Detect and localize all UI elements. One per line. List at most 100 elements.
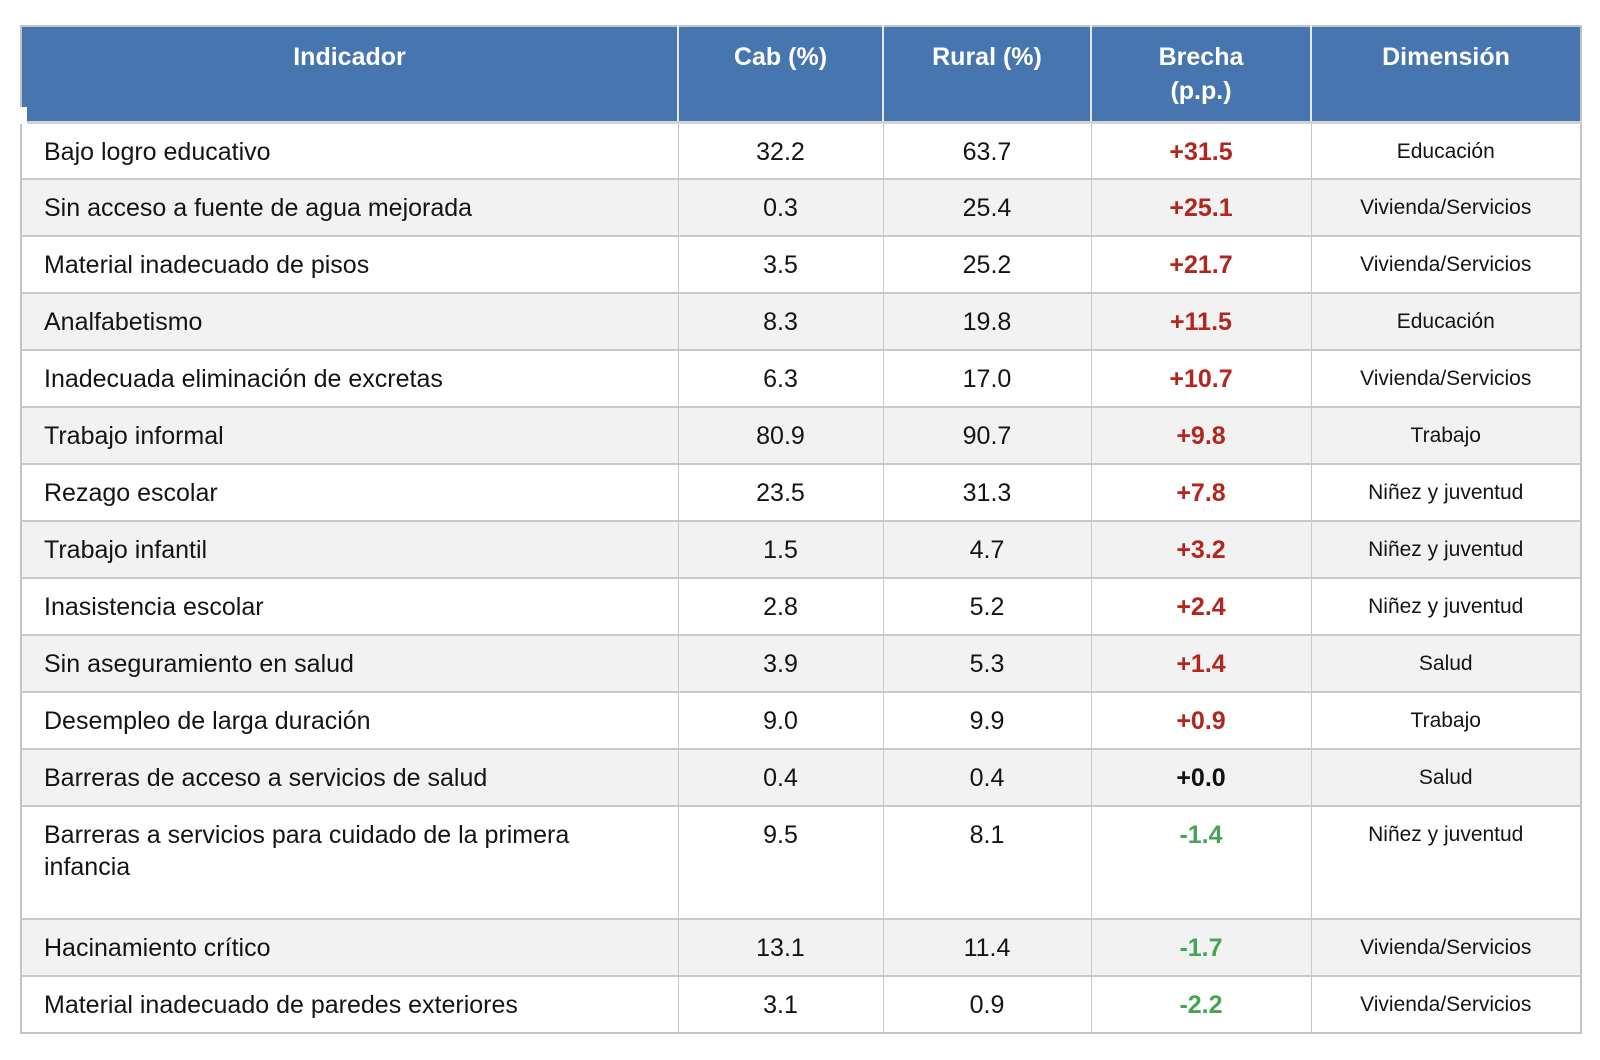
- table-row: Analfabetismo 8.3 19.8 +11.5 Educación: [20, 292, 1582, 351]
- table-row: Material inadecuado de pisos 3.5 25.2 +2…: [20, 235, 1582, 294]
- indicator-cell: Rezago escolar: [20, 463, 679, 522]
- cab-cell: 32.2: [677, 121, 884, 180]
- table-row: Rezago escolar 23.5 31.3 +7.8 Niñez y ju…: [20, 463, 1582, 522]
- dimension-cell: Salud: [1310, 634, 1582, 693]
- indicator-cell: Inadecuada eliminación de excretas: [20, 349, 679, 408]
- brecha-cell: +0.9: [1090, 691, 1312, 750]
- dimension-cell: Trabajo: [1310, 691, 1582, 750]
- rural-cell: 8.1: [882, 805, 1092, 920]
- rural-cell: 5.2: [882, 577, 1092, 636]
- brecha-cell: +2.4: [1090, 577, 1312, 636]
- indicator-cell: Material inadecuado de paredes exteriore…: [20, 975, 679, 1034]
- cab-cell: 0.3: [677, 178, 884, 237]
- col-header-brecha: Brecha (p.p.): [1091, 26, 1312, 124]
- dimension-cell: Niñez y juventud: [1310, 805, 1582, 920]
- indicator-cell: Barreras a servicios para cuidado de la …: [20, 805, 679, 920]
- dimension-cell: Vivienda/Servicios: [1310, 178, 1582, 237]
- indicator-cell: Sin acceso a fuente de agua mejorada: [20, 178, 679, 237]
- rural-cell: 25.4: [882, 178, 1092, 237]
- rural-cell: 11.4: [882, 918, 1092, 977]
- cab-cell: 2.8: [677, 577, 884, 636]
- cab-cell: 3.5: [677, 235, 884, 294]
- indicator-cell: Analfabetismo: [20, 292, 679, 351]
- table-header: Indicador Cab (%) Rural (%) Brecha (p.p.…: [21, 26, 1581, 124]
- rural-cell: 5.3: [882, 634, 1092, 693]
- brecha-cell: +7.8: [1090, 463, 1312, 522]
- cab-cell: 6.3: [677, 349, 884, 408]
- dimension-cell: Vivienda/Servicios: [1310, 918, 1582, 977]
- indicator-cell: Hacinamiento crítico: [20, 918, 679, 977]
- dimension-cell: Niñez y juventud: [1310, 577, 1582, 636]
- rural-cell: 0.9: [882, 975, 1092, 1034]
- col-header-dimension: Dimensión: [1311, 26, 1581, 124]
- dimension-cell: Vivienda/Servicios: [1310, 975, 1582, 1034]
- indicator-cell: Barreras de acceso a servicios de salud: [20, 748, 679, 807]
- dimension-cell: Educación: [1310, 121, 1582, 180]
- dimension-cell: Vivienda/Servicios: [1310, 235, 1582, 294]
- table-row: Inadecuada eliminación de excretas 6.3 1…: [20, 349, 1582, 408]
- rural-cell: 25.2: [882, 235, 1092, 294]
- table-row: Bajo logro educativo 32.2 63.7 +31.5 Edu…: [20, 121, 1582, 180]
- rural-cell: 31.3: [882, 463, 1092, 522]
- table-row: Trabajo informal 80.9 90.7 +9.8 Trabajo: [20, 406, 1582, 465]
- dimension-cell: Niñez y juventud: [1310, 463, 1582, 522]
- cab-cell: 3.9: [677, 634, 884, 693]
- brecha-cell: +3.2: [1090, 520, 1312, 579]
- rural-cell: 63.7: [882, 121, 1092, 180]
- cab-cell: 8.3: [677, 292, 884, 351]
- brecha-cell: -1.7: [1090, 918, 1312, 977]
- brecha-cell: +25.1: [1090, 178, 1312, 237]
- table-row: Trabajo infantil 1.5 4.7 +3.2 Niñez y ju…: [20, 520, 1582, 579]
- indicator-cell: Trabajo informal: [20, 406, 679, 465]
- col-header-cab: Cab (%): [678, 26, 884, 124]
- brecha-cell: +0.0: [1090, 748, 1312, 807]
- dimension-cell: Vivienda/Servicios: [1310, 349, 1582, 408]
- table-row: Inasistencia escolar 2.8 5.2 +2.4 Niñez …: [20, 577, 1582, 636]
- table-row: Barreras de acceso a servicios de salud …: [20, 748, 1582, 807]
- indicator-cell: Desempleo de larga duración: [20, 691, 679, 750]
- indicator-cell: Inasistencia escolar: [20, 577, 679, 636]
- indicator-cell: Bajo logro educativo: [20, 121, 679, 180]
- dimension-cell: Trabajo: [1310, 406, 1582, 465]
- col-header-rural: Rural (%): [883, 26, 1092, 124]
- table-row: Desempleo de larga duración 9.0 9.9 +0.9…: [20, 691, 1582, 750]
- rural-cell: 4.7: [882, 520, 1092, 579]
- indicator-cell: Material inadecuado de pisos: [20, 235, 679, 294]
- brecha-cell: +9.8: [1090, 406, 1312, 465]
- rural-cell: 0.4: [882, 748, 1092, 807]
- table-row: Material inadecuado de paredes exteriore…: [20, 975, 1582, 1034]
- brecha-cell: +21.7: [1090, 235, 1312, 294]
- cab-cell: 13.1: [677, 918, 884, 977]
- dimension-cell: Educación: [1310, 292, 1582, 351]
- table-row: Sin aseguramiento en salud 3.9 5.3 +1.4 …: [20, 634, 1582, 693]
- col-header-indicador: Indicador: [21, 26, 679, 124]
- brecha-cell: +10.7: [1090, 349, 1312, 408]
- cab-cell: 9.0: [677, 691, 884, 750]
- table-row: Barreras a servicios para cuidado de la …: [20, 805, 1582, 920]
- indicators-table-container: Indicador Cab (%) Rural (%) Brecha (p.p.…: [20, 25, 1582, 1034]
- brecha-cell: -1.4: [1090, 805, 1312, 920]
- dimension-cell: Salud: [1310, 748, 1582, 807]
- rural-cell: 90.7: [882, 406, 1092, 465]
- header-row: Indicador Cab (%) Rural (%) Brecha (p.p.…: [21, 26, 1581, 124]
- cab-cell: 0.4: [677, 748, 884, 807]
- brecha-cell: +31.5: [1090, 121, 1312, 180]
- header-left-notch-artifact: [20, 107, 27, 124]
- rural-cell: 17.0: [882, 349, 1092, 408]
- rural-cell: 9.9: [882, 691, 1092, 750]
- indicator-cell: Trabajo infantil: [20, 520, 679, 579]
- cab-cell: 80.9: [677, 406, 884, 465]
- cab-cell: 9.5: [677, 805, 884, 920]
- cab-cell: 1.5: [677, 520, 884, 579]
- rural-cell: 19.8: [882, 292, 1092, 351]
- brecha-cell: +1.4: [1090, 634, 1312, 693]
- table-body: Bajo logro educativo 32.2 63.7 +31.5 Edu…: [20, 121, 1582, 1034]
- indicator-cell: Sin aseguramiento en salud: [20, 634, 679, 693]
- cab-cell: 23.5: [677, 463, 884, 522]
- indicators-table: Indicador Cab (%) Rural (%) Brecha (p.p.…: [20, 25, 1582, 1034]
- brecha-cell: +11.5: [1090, 292, 1312, 351]
- cab-cell: 3.1: [677, 975, 884, 1034]
- dimension-cell: Niñez y juventud: [1310, 520, 1582, 579]
- brecha-cell: -2.2: [1090, 975, 1312, 1034]
- table-row: Hacinamiento crítico 13.1 11.4 -1.7 Vivi…: [20, 918, 1582, 977]
